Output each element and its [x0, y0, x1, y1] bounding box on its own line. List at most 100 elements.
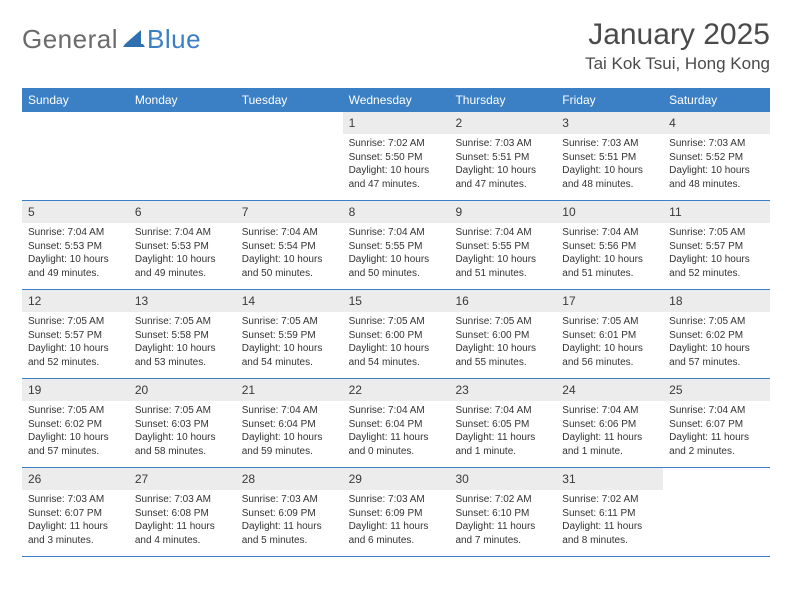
weekday-header-row: SundayMondayTuesdayWednesdayThursdayFrid… [22, 88, 770, 112]
day-body: Sunrise: 7:05 AMSunset: 5:58 PMDaylight:… [129, 312, 236, 375]
day-number: 9 [449, 201, 556, 223]
daylight-text: Daylight: 10 hours and 52 minutes. [669, 253, 764, 280]
day-body: Sunrise: 7:05 AMSunset: 5:57 PMDaylight:… [22, 312, 129, 375]
daylight-text: Daylight: 10 hours and 47 minutes. [349, 164, 444, 191]
page-header: General Blue January 2025 Tai Kok Tsui, … [22, 18, 770, 74]
sunrise-text: Sunrise: 7:04 AM [349, 404, 444, 418]
day-cell: 27Sunrise: 7:03 AMSunset: 6:08 PMDayligh… [129, 468, 236, 556]
brand-logo: General Blue [22, 18, 201, 55]
daylight-text: Daylight: 11 hours and 3 minutes. [28, 520, 123, 547]
day-cell: 8Sunrise: 7:04 AMSunset: 5:55 PMDaylight… [343, 201, 450, 289]
day-body: Sunrise: 7:03 AMSunset: 5:52 PMDaylight:… [663, 134, 770, 197]
sunrise-text: Sunrise: 7:05 AM [28, 315, 123, 329]
daylight-text: Daylight: 10 hours and 58 minutes. [135, 431, 230, 458]
day-cell: 3Sunrise: 7:03 AMSunset: 5:51 PMDaylight… [556, 112, 663, 200]
day-body: Sunrise: 7:03 AMSunset: 5:51 PMDaylight:… [556, 134, 663, 197]
sunset-text: Sunset: 6:09 PM [242, 507, 337, 521]
day-number: 18 [663, 290, 770, 312]
day-cell: 31Sunrise: 7:02 AMSunset: 6:11 PMDayligh… [556, 468, 663, 556]
daylight-text: Daylight: 10 hours and 54 minutes. [242, 342, 337, 369]
sunrise-text: Sunrise: 7:04 AM [455, 404, 550, 418]
day-body: Sunrise: 7:04 AMSunset: 5:55 PMDaylight:… [449, 223, 556, 286]
daylight-text: Daylight: 10 hours and 57 minutes. [28, 431, 123, 458]
day-body: Sunrise: 7:02 AMSunset: 6:10 PMDaylight:… [449, 490, 556, 553]
sunrise-text: Sunrise: 7:05 AM [455, 315, 550, 329]
day-number: 5 [22, 201, 129, 223]
day-number: 3 [556, 112, 663, 134]
day-cell: 5 Sunrise: 7:04 AMSunset: 5:53 PMDaylight… [22, 201, 129, 289]
day-number: 7 [236, 201, 343, 223]
day-body: Sunrise: 7:05 AMSunset: 6:01 PMDaylight:… [556, 312, 663, 375]
sunrise-text: Sunrise: 7:05 AM [135, 404, 230, 418]
sunset-text: Sunset: 6:08 PM [135, 507, 230, 521]
sunrise-text: Sunrise: 7:05 AM [669, 315, 764, 329]
daylight-text: Daylight: 10 hours and 51 minutes. [455, 253, 550, 280]
day-number: 20 [129, 379, 236, 401]
week-row: 26Sunrise: 7:03 AMSunset: 6:07 PMDayligh… [22, 468, 770, 557]
sunset-text: Sunset: 6:02 PM [669, 329, 764, 343]
day-number: 14 [236, 290, 343, 312]
sunrise-text: Sunrise: 7:03 AM [135, 493, 230, 507]
daylight-text: Daylight: 10 hours and 57 minutes. [669, 342, 764, 369]
day-number: 21 [236, 379, 343, 401]
sunrise-text: Sunrise: 7:03 AM [669, 137, 764, 151]
day-body: Sunrise: 7:04 AMSunset: 6:04 PMDaylight:… [343, 401, 450, 464]
day-number: 12 [22, 290, 129, 312]
day-cell: 26Sunrise: 7:03 AMSunset: 6:07 PMDayligh… [22, 468, 129, 556]
sunrise-text: Sunrise: 7:03 AM [349, 493, 444, 507]
daylight-text: Daylight: 11 hours and 6 minutes. [349, 520, 444, 547]
day-body: Sunrise: 7:04 AMSunset: 6:04 PMDaylight:… [236, 401, 343, 464]
sunset-text: Sunset: 5:55 PM [455, 240, 550, 254]
day-cell: 16Sunrise: 7:05 AMSunset: 6:00 PMDayligh… [449, 290, 556, 378]
sunset-text: Sunset: 6:11 PM [562, 507, 657, 521]
daylight-text: Daylight: 10 hours and 48 minutes. [669, 164, 764, 191]
day-body: Sunrise: 7:04 AMSunset: 5:56 PMDaylight:… [556, 223, 663, 286]
day-cell: 21Sunrise: 7:04 AMSunset: 6:04 PMDayligh… [236, 379, 343, 467]
day-number: 4 [663, 112, 770, 134]
sunset-text: Sunset: 5:53 PM [28, 240, 123, 254]
day-number: 22 [343, 379, 450, 401]
daylight-text: Daylight: 10 hours and 51 minutes. [562, 253, 657, 280]
sunrise-text: Sunrise: 7:05 AM [562, 315, 657, 329]
day-cell-blank [663, 468, 770, 556]
daylight-text: Daylight: 10 hours and 48 minutes. [562, 164, 657, 191]
day-cell: 28Sunrise: 7:03 AMSunset: 6:09 PMDayligh… [236, 468, 343, 556]
sunrise-text: Sunrise: 7:05 AM [28, 404, 123, 418]
day-number: 10 [556, 201, 663, 223]
sunset-text: Sunset: 5:55 PM [349, 240, 444, 254]
day-body: Sunrise: 7:04 AMSunset: 5:53 PMDaylight:… [129, 223, 236, 286]
day-cell-blank [236, 112, 343, 200]
weekday-header: Sunday [22, 88, 129, 112]
sunrise-text: Sunrise: 7:04 AM [242, 404, 337, 418]
day-number: 2 [449, 112, 556, 134]
sunset-text: Sunset: 5:56 PM [562, 240, 657, 254]
day-body: Sunrise: 7:03 AMSunset: 6:08 PMDaylight:… [129, 490, 236, 553]
daylight-text: Daylight: 10 hours and 49 minutes. [28, 253, 123, 280]
sunset-text: Sunset: 6:03 PM [135, 418, 230, 432]
day-number: 11 [663, 201, 770, 223]
day-cell: 23Sunrise: 7:04 AMSunset: 6:05 PMDayligh… [449, 379, 556, 467]
day-cell: 18 Sunrise: 7:05 AMSunset: 6:02 PMDayligh… [663, 290, 770, 378]
calendar: SundayMondayTuesdayWednesdayThursdayFrid… [22, 88, 770, 557]
day-body: Sunrise: 7:04 AMSunset: 6:06 PMDaylight:… [556, 401, 663, 464]
day-body: Sunrise: 7:04 AMSunset: 5:54 PMDaylight:… [236, 223, 343, 286]
daylight-text: Daylight: 10 hours and 50 minutes. [349, 253, 444, 280]
day-cell: 24Sunrise: 7:04 AMSunset: 6:06 PMDayligh… [556, 379, 663, 467]
sunset-text: Sunset: 5:53 PM [135, 240, 230, 254]
day-cell: 13Sunrise: 7:05 AMSunset: 5:58 PMDayligh… [129, 290, 236, 378]
sunset-text: Sunset: 5:57 PM [28, 329, 123, 343]
day-cell: 30Sunrise: 7:02 AMSunset: 6:10 PMDayligh… [449, 468, 556, 556]
sunrise-text: Sunrise: 7:04 AM [349, 226, 444, 240]
daylight-text: Daylight: 11 hours and 7 minutes. [455, 520, 550, 547]
sunrise-text: Sunrise: 7:04 AM [28, 226, 123, 240]
day-number: 23 [449, 379, 556, 401]
sunset-text: Sunset: 5:51 PM [562, 151, 657, 165]
day-cell: 11Sunrise: 7:05 AMSunset: 5:57 PMDayligh… [663, 201, 770, 289]
sunrise-text: Sunrise: 7:03 AM [28, 493, 123, 507]
sunrise-text: Sunrise: 7:03 AM [242, 493, 337, 507]
daylight-text: Daylight: 11 hours and 2 minutes. [669, 431, 764, 458]
sunrise-text: Sunrise: 7:03 AM [562, 137, 657, 151]
day-number: 30 [449, 468, 556, 490]
location-subtitle: Tai Kok Tsui, Hong Kong [585, 54, 770, 74]
sunrise-text: Sunrise: 7:04 AM [242, 226, 337, 240]
